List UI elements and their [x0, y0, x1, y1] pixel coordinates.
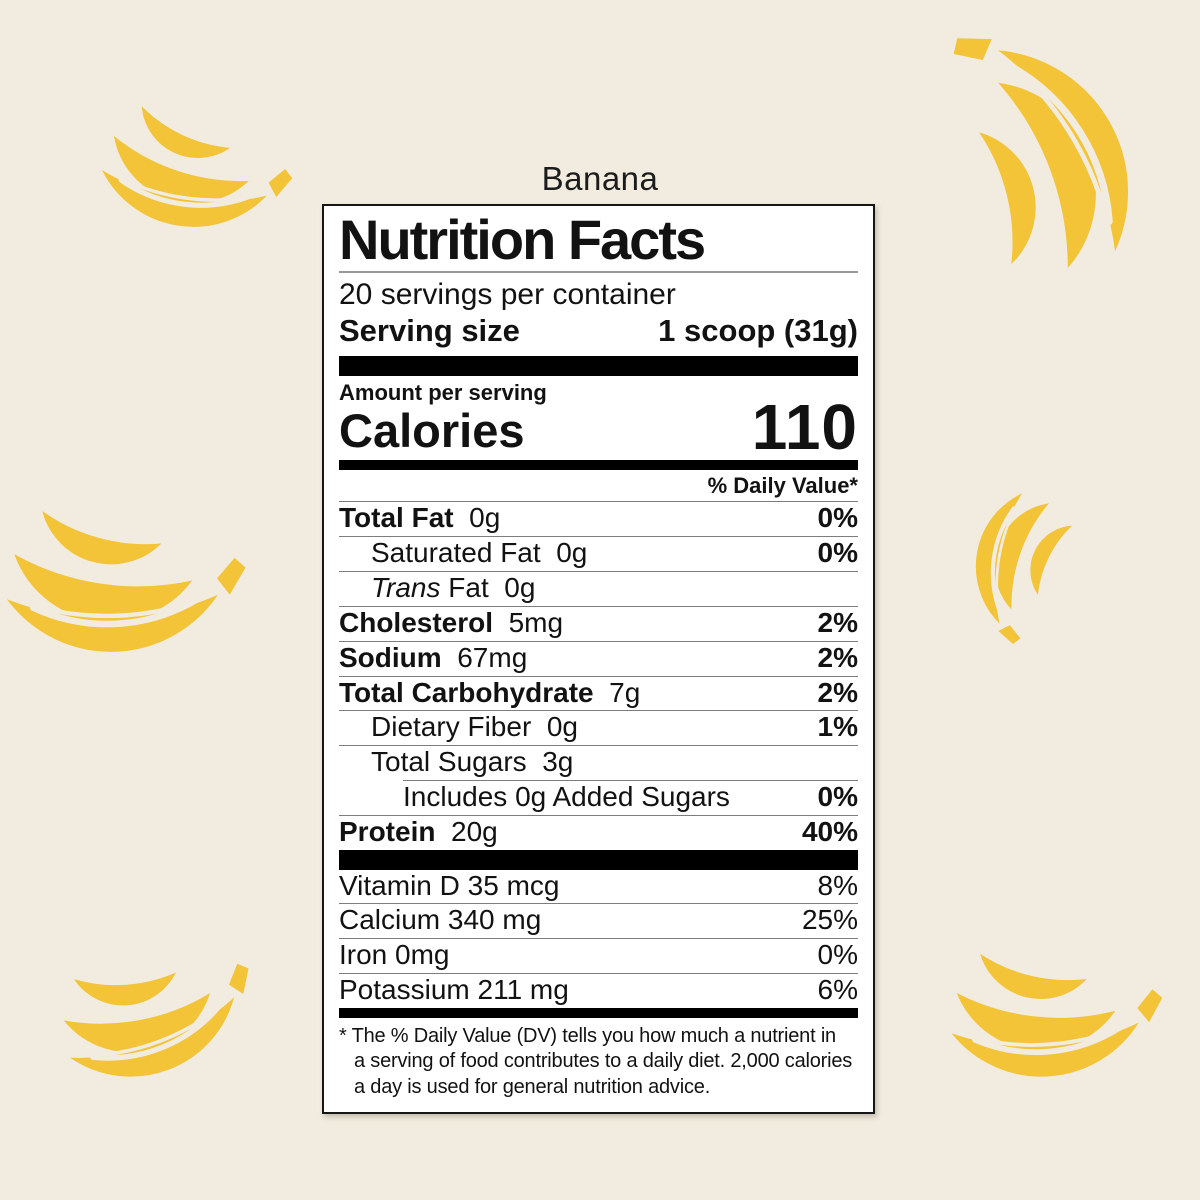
- nutrient-amount: 7g: [593, 676, 641, 708]
- nutrient-name: Cholesterol 5mg: [339, 606, 564, 638]
- calories-row: Calories 110: [339, 390, 858, 463]
- nutrient-name: Total Sugars 3g: [371, 746, 574, 778]
- banana-bunch-icon: [961, 478, 1092, 656]
- nutrient-daily-value: 0%: [817, 502, 858, 534]
- micronutrient-name: Iron 0mg: [339, 939, 450, 971]
- banana-bunch-icon: [922, 906, 1181, 1103]
- nutrient-row: Trans Fat 0g: [339, 571, 858, 606]
- nutrient-rows: Total Fat 0g 0% Saturated Fat 0g 0% Trans Fa…: [339, 501, 858, 849]
- nutrient-name: Total Fat 0g: [339, 502, 501, 534]
- footnote-line: a day is used for general nutrition advi…: [354, 1075, 711, 1098]
- micronutrient-rows: Vitamin D 35 mcg 8% Calcium 340 mg 25% Iron …: [339, 870, 858, 1008]
- servings-per-container: 20 servings per container: [339, 278, 676, 312]
- nutrient-amount: 0g: [453, 502, 501, 534]
- nutrient-name: Total Carbohydrate 7g: [339, 676, 641, 708]
- nutrient-amount: 3g: [526, 746, 574, 778]
- nutrient-name: Includes 0g Added Sugars: [403, 780, 730, 812]
- calories-label: Calories: [339, 403, 525, 457]
- nutrient-name: Saturated Fat 0g: [371, 537, 588, 569]
- micronutrient-row: Potassium 211 mg 6%: [339, 973, 858, 1008]
- micronutrient-daily-value: 0%: [817, 939, 858, 971]
- micronutrient-row: Iron 0mg 0%: [339, 938, 858, 973]
- daily-value-header: % Daily Value*: [707, 473, 858, 499]
- serving-size-label: Serving size: [339, 312, 520, 348]
- nutrient-daily-value: 2%: [817, 676, 858, 708]
- nutrient-daily-value: 1%: [817, 711, 858, 743]
- micronutrient-name: Calcium 340 mg: [339, 904, 542, 936]
- nutrient-row: Total Sugars 3g: [339, 745, 858, 780]
- nutrient-row: Total Carbohydrate 7g 2%: [339, 675, 858, 711]
- banana-bunch-icon: [0, 465, 263, 678]
- nutrient-row: Includes 0g Added Sugars 0%: [403, 779, 858, 815]
- micronutrient-daily-value: 25%: [801, 904, 858, 936]
- nutrient-name: Sodium 67mg: [339, 641, 528, 673]
- nutrient-daily-value: 2%: [817, 606, 858, 638]
- nutrient-row: Dietary Fiber 0g 1%: [339, 710, 858, 745]
- nutrient-amount: 0g: [488, 572, 536, 604]
- nutrient-daily-value: 2%: [817, 641, 858, 673]
- nutrient-daily-value: 0%: [817, 537, 858, 569]
- nutrient-row: Total Fat 0g 0%: [339, 501, 858, 536]
- serving-size-value: 1 scoop (31g): [658, 312, 858, 348]
- thick-divider: [339, 849, 858, 870]
- calories-value: 110: [751, 390, 858, 463]
- thick-divider: [339, 355, 858, 376]
- footnote-line: a serving of food contributes to a daily…: [354, 1050, 853, 1073]
- nutrient-row: Protein 20g 40%: [339, 814, 858, 850]
- micronutrient-name: Vitamin D 35 mcg: [339, 869, 560, 901]
- nutrient-amount: 0g: [540, 537, 588, 569]
- nutrient-name: Dietary Fiber 0g: [371, 711, 578, 743]
- nutrient-row: Cholesterol 5mg 2%: [339, 605, 858, 641]
- nutrient-row: Sodium 67mg 2%: [339, 640, 858, 676]
- nutrient-amount: 5mg: [493, 606, 564, 638]
- micronutrient-daily-value: 6%: [817, 974, 858, 1006]
- nutrient-amount: 0g: [531, 711, 578, 743]
- amount-per-serving-label: Amount per serving: [339, 379, 547, 405]
- nutrient-name: Trans Fat 0g: [371, 572, 536, 604]
- footnote-line: * The % Daily Value (DV) tells you how m…: [339, 1024, 836, 1047]
- mid-divider: [339, 1007, 858, 1018]
- flavor-title: Banana: [541, 160, 659, 197]
- serving-size-row: Serving size 1 scoop (31g): [339, 312, 858, 356]
- mid-divider: [339, 460, 858, 471]
- daily-value-footnote: * The % Daily Value (DV) tells you how m…: [339, 1018, 858, 1100]
- nutrient-row: Saturated Fat 0g 0%: [339, 536, 858, 571]
- micronutrient-row: Vitamin D 35 mcg 8%: [339, 870, 858, 904]
- nutrient-daily-value: 40%: [801, 815, 858, 847]
- nutrient-name: Protein 20g: [339, 815, 498, 847]
- nutrient-amount: 67mg: [441, 641, 528, 673]
- label-title: Nutrition Facts: [339, 211, 858, 274]
- nutrient-daily-value: 0%: [817, 780, 858, 812]
- micronutrient-name: Potassium 211 mg: [339, 974, 569, 1006]
- banana-bunch-icon: [18, 888, 284, 1121]
- nutrient-amount: 20g: [435, 815, 498, 847]
- micronutrient-row: Calcium 340 mg 25%: [339, 903, 858, 938]
- nutrition-facts-label: Nutrition Facts 20 servings per containe…: [322, 204, 875, 1115]
- micronutrient-daily-value: 8%: [817, 869, 858, 901]
